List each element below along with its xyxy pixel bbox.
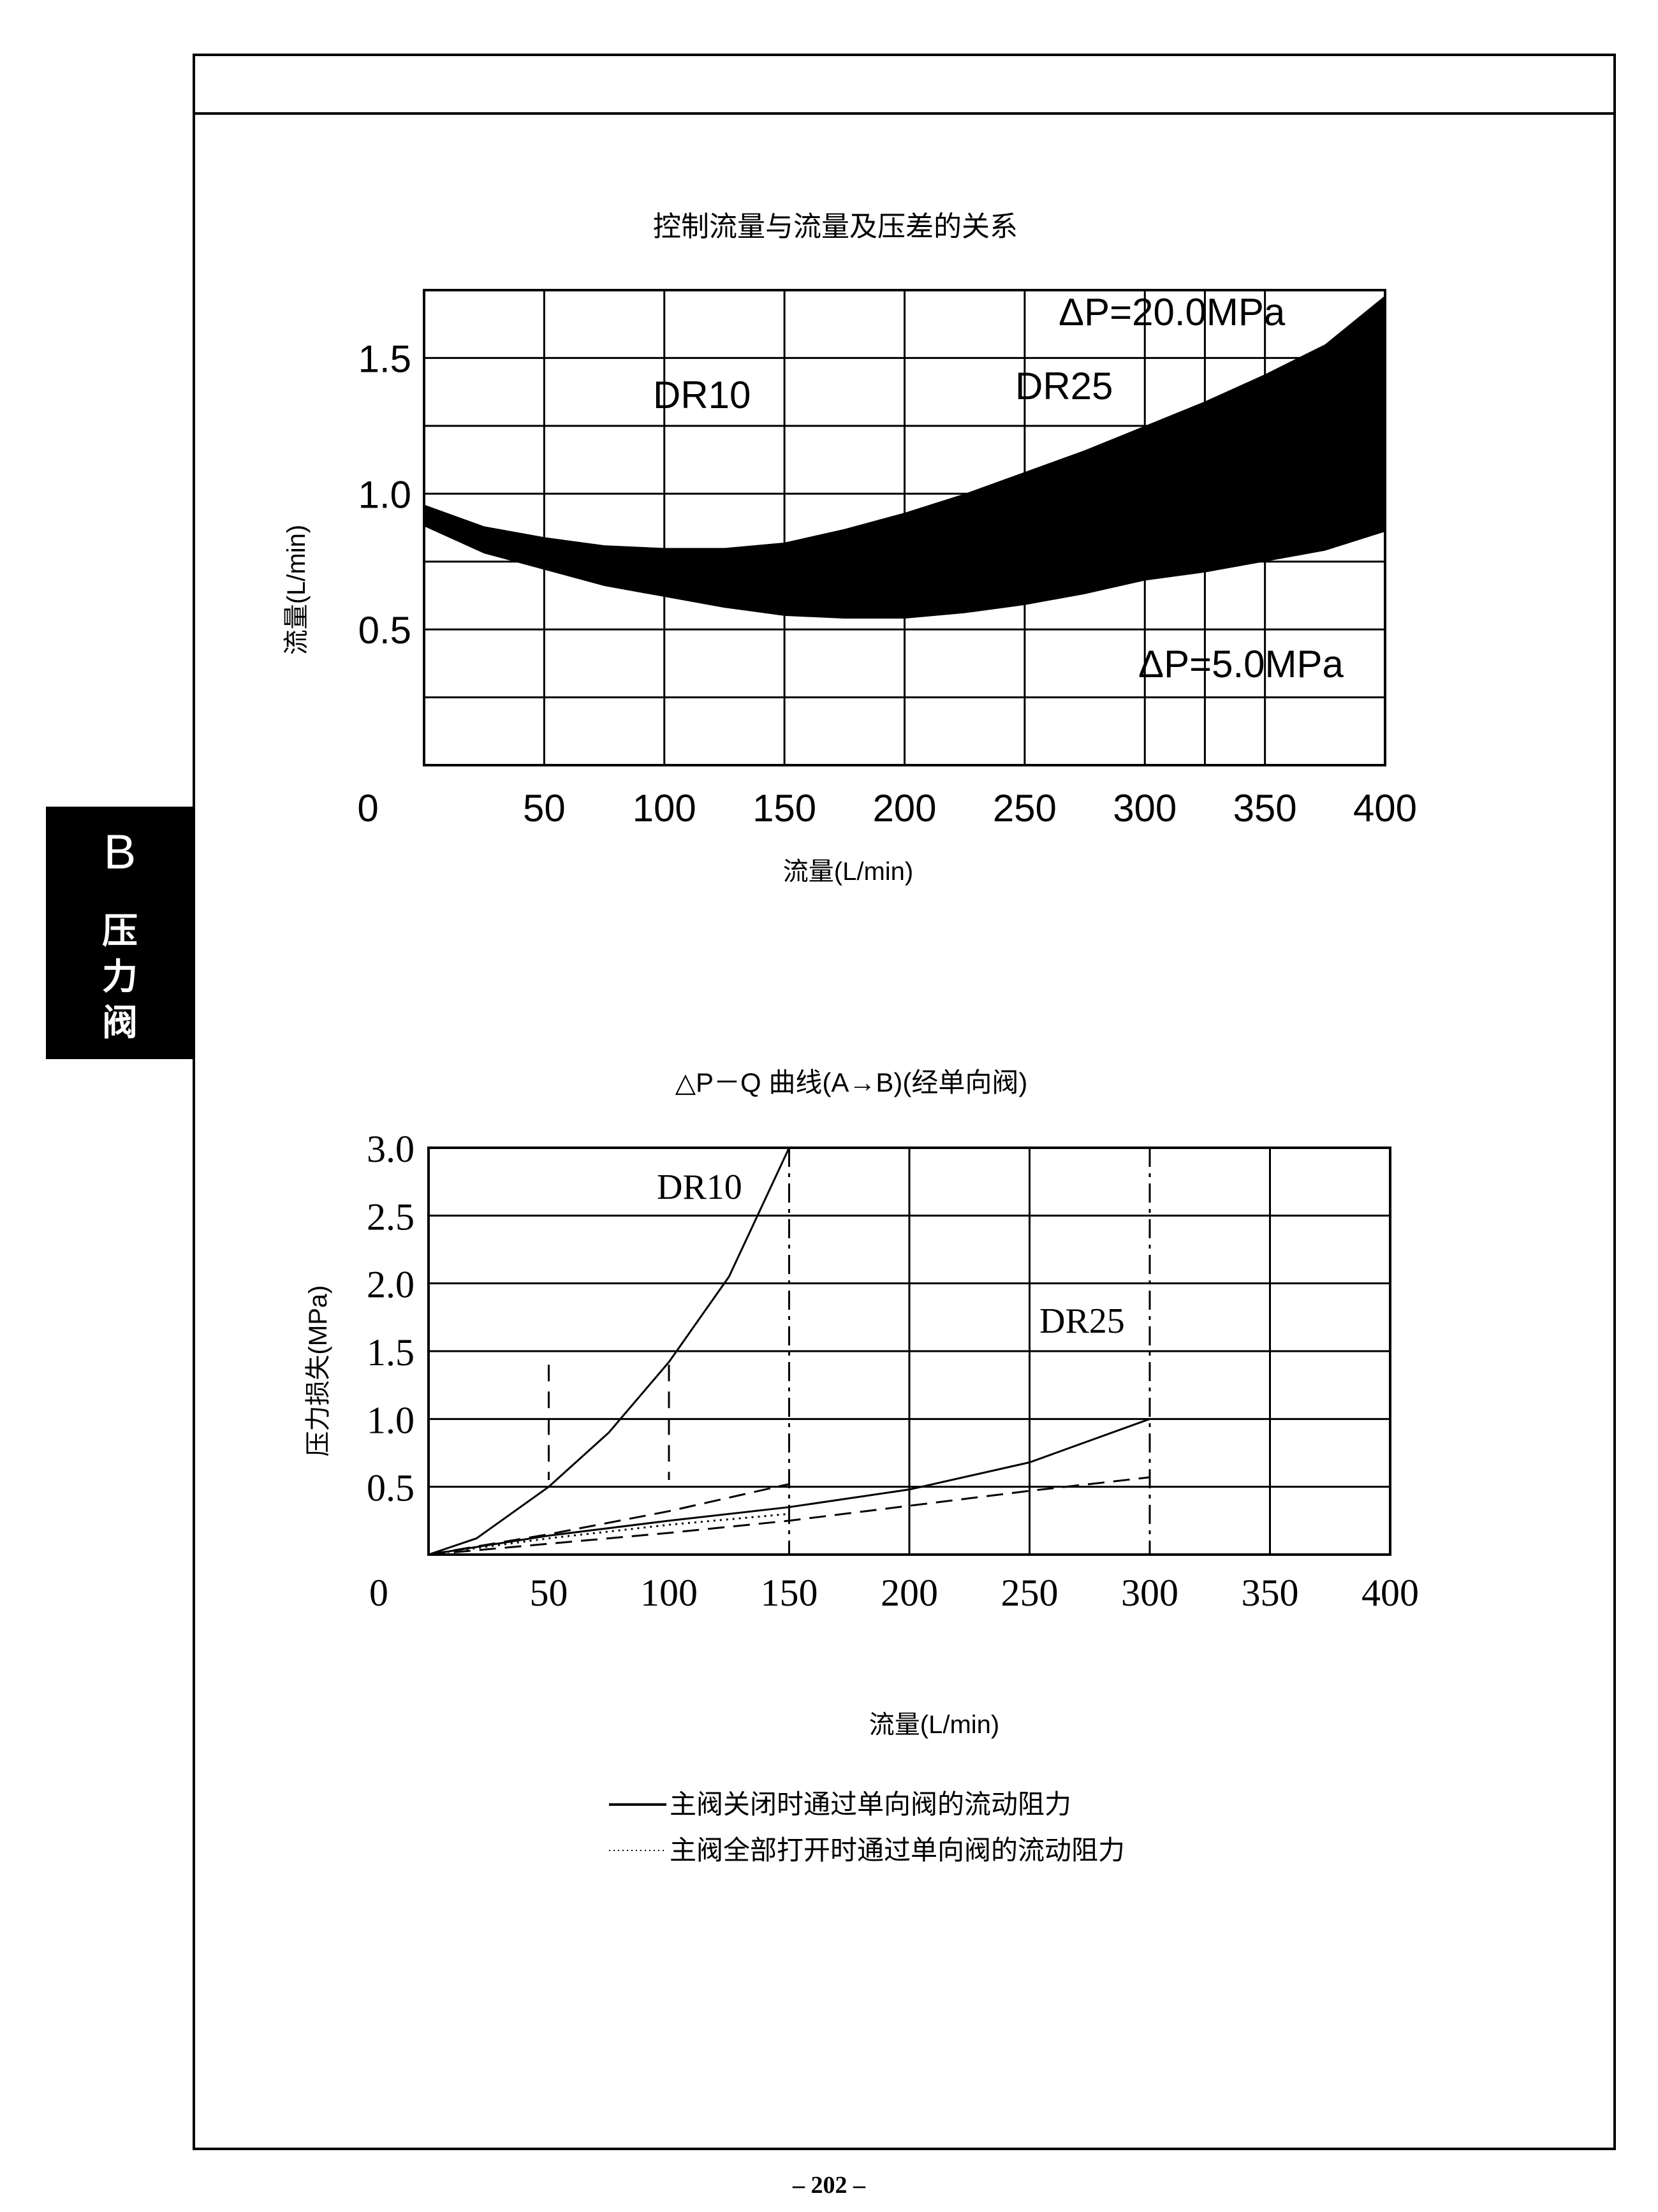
section-tab: B 压力阀 [46, 807, 194, 1059]
chart1-label-lower: ΔP=5.0MPa [1138, 643, 1344, 685]
legend-item-closed: 主阀关闭时通过单向阀的流动阻力 [670, 1789, 1071, 1819]
header-rule [193, 112, 1616, 115]
chart2-series-line [428, 1417, 1150, 1556]
chart1-y-tick-label: 1.0 [358, 473, 411, 516]
section-letter: B [103, 825, 136, 879]
section-title-char: 阀 [102, 1002, 138, 1044]
chart1-x-tick-label: 350 [1233, 787, 1297, 830]
chart2-x-ticks: 0 50 100 150 200 250 300 350 400 [369, 1572, 1419, 1614]
chart2-y-tick-label: 0.5 [367, 1467, 414, 1509]
chart2-x-tick-label: 200 [881, 1572, 938, 1614]
chart2-plot-frame [427, 1146, 1391, 1556]
chart2-y-tick-label: 2.0 [367, 1264, 414, 1306]
page-frame [193, 54, 1616, 2150]
chart2-y-tick-label: 1.5 [367, 1331, 414, 1373]
chart2-y-ticks: 0.5 1.0 1.5 2.0 2.5 3.0 [367, 1128, 414, 1509]
section-title: 压力阀 [46, 909, 194, 1046]
chart2-x-axis-label: 流量(L/min) [869, 1711, 999, 1739]
chart1-x-tick-label: 50 [523, 787, 566, 830]
chart2-y-axis-label: 压力损失(MPa) [304, 1285, 332, 1457]
chart2-x-tick-label: 300 [1121, 1572, 1178, 1614]
chart-pressure-loss: △P－Q 曲线(A→B)(经单向阀) 0 50 100 150 200 250 300 350… [304, 1067, 1419, 1865]
chart2-x-tick-label: 50 [530, 1572, 568, 1614]
chart1-y-ticks: 0.5 1.0 1.5 [358, 337, 411, 652]
chart1-band [424, 295, 1385, 619]
chart2-series [428, 1147, 1150, 1556]
chart1-x-ticks: 0 50 100 150 200 250 300 350 400 [357, 787, 1417, 830]
chart2-legend: 主阀关闭时通过单向阀的流动阻力 主阀全部打开时通过单向阀的流动阻力 [609, 1789, 1125, 1865]
legend-item-open: 主阀全部打开时通过单向阀的流动阻力 [670, 1835, 1125, 1865]
chart-flow-vs-flow: 控制流量与流量及压差的关系 0 50 100 150 200 250 300 350 400 0… [282, 211, 1417, 886]
chart1-plot-frame [423, 289, 1386, 766]
chart1-y-axis-label: 流量(L/min) [282, 525, 311, 655]
chart1-x-axis-label: 流量(L/min) [783, 858, 913, 886]
chart1-x-tick-label: 150 [752, 787, 816, 830]
chart2-x-tick-label: 400 [1361, 1572, 1419, 1614]
section-title-char: 力 [102, 956, 138, 998]
chart1-x-tick-label: 300 [1113, 787, 1177, 830]
chart2-x-tick-label: 250 [1001, 1572, 1059, 1614]
chart1-y-tick-label: 0.5 [358, 609, 411, 652]
chart1-label-dr10: DR10 [653, 374, 751, 416]
chart1-label-upper: ΔP=20.0MPa [1059, 291, 1286, 333]
chart2-label-dr10: DR10 [657, 1168, 742, 1207]
chart1-y-tick-label: 1.5 [358, 337, 411, 380]
chart2-series-line [428, 1147, 790, 1556]
chart2-x-tick-label: 150 [761, 1572, 818, 1614]
chart1-x-tick-label: 0 [357, 787, 378, 830]
chart1-label-dr25: DR25 [1015, 365, 1113, 407]
chart1-x-tick-label: 250 [993, 787, 1057, 830]
chart2-y-tick-label: 2.5 [367, 1196, 414, 1238]
chart2-series-line [428, 1476, 1150, 1556]
chart1-title: 控制流量与流量及压差的关系 [653, 211, 1018, 242]
chart2-x-tick-label: 350 [1242, 1572, 1299, 1614]
chart1-x-tick-label: 200 [872, 787, 936, 830]
chart2-reference-lines [548, 1148, 1151, 1555]
chart2-y-tick-label: 1.0 [367, 1399, 414, 1441]
chart2-x-tick-label: 0 [369, 1572, 388, 1614]
chart2-x-tick-label: 100 [640, 1572, 698, 1614]
chart2-series-line [428, 1483, 789, 1556]
chart2-title: △P－Q 曲线(A→B)(经单向阀) [675, 1067, 1028, 1097]
chart1-x-tick-label: 400 [1353, 787, 1417, 830]
chart2-grid [429, 1148, 1390, 1555]
chart2-label-dr25: DR25 [1039, 1301, 1125, 1341]
chart1-x-tick-label: 100 [633, 787, 696, 830]
page-number: – 202 – [793, 2172, 865, 2199]
section-title-char: 压 [102, 911, 138, 952]
chart2-y-tick-label: 3.0 [367, 1128, 414, 1170]
